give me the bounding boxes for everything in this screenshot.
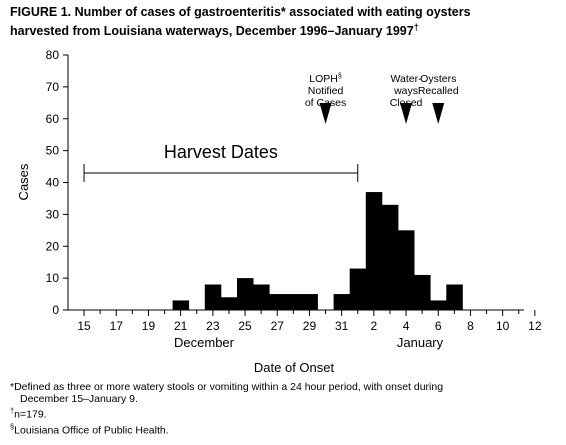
event-annotation-text: Water- xyxy=(390,73,422,85)
month-label-december: December xyxy=(174,335,235,350)
x-tick-label: 12 xyxy=(528,319,542,333)
x-tick-label: 23 xyxy=(206,319,220,333)
footnotes: *Defined as three or more watery stools … xyxy=(10,381,562,436)
x-tick-label: 31 xyxy=(335,319,349,333)
bar xyxy=(349,268,367,310)
x-tick-label: 25 xyxy=(238,319,252,333)
chart-ticks: 0 10 20 30 40 50 60 70 80 15 17 19 21 23 25 27 29 31 2 4 6 8 1… xyxy=(46,48,542,333)
harvest-dates-bracket: Harvest Dates xyxy=(83,142,359,182)
dagger-mark: † xyxy=(10,406,15,415)
x-tick-label: 19 xyxy=(142,319,156,333)
event-annotation-text: Oysters xyxy=(420,73,456,85)
event-annotation: Water-waysClosed xyxy=(390,73,423,124)
x-tick-label: 6 xyxy=(435,319,442,333)
bar xyxy=(204,284,222,310)
footnote-section: §Louisiana Office of Public Health. xyxy=(10,421,562,437)
bar xyxy=(365,192,383,310)
bar xyxy=(301,294,318,310)
footnote-case-definition: *Defined as three or more watery stools … xyxy=(10,381,444,393)
x-tick-label: 21 xyxy=(174,319,188,333)
footnote-section-text: Louisiana Office of Public Health. xyxy=(14,424,169,436)
x-tick-label: 2 xyxy=(371,319,378,333)
bar xyxy=(333,294,351,310)
footnote-dagger-text: n=179. xyxy=(14,408,47,421)
footnote-dagger: †n=179. xyxy=(10,405,562,421)
x-tick-label: 27 xyxy=(271,319,285,333)
bar xyxy=(381,204,399,310)
bar xyxy=(430,300,447,310)
y-tick-label: 40 xyxy=(46,176,60,190)
bar xyxy=(446,284,463,310)
bar xyxy=(172,300,190,310)
bar xyxy=(285,294,302,310)
bar xyxy=(237,278,254,310)
y-tick-label: 60 xyxy=(46,112,60,126)
bar xyxy=(414,274,431,310)
y-axis-label: Cases xyxy=(16,163,31,200)
event-annotation-text: ways xyxy=(393,85,418,97)
figure-title-dagger: † xyxy=(413,22,419,32)
figure-title-line2-text: harvested from Louisiana waterways, Dece… xyxy=(10,24,414,39)
x-tick-label: 8 xyxy=(467,319,474,333)
y-tick-label: 70 xyxy=(46,80,60,94)
month-label-january: January xyxy=(397,335,444,350)
event-annotation-mark: § xyxy=(338,73,342,80)
event-annotation-text: Notified xyxy=(308,85,344,97)
x-tick-label: 4 xyxy=(403,319,410,333)
y-tick-label: 80 xyxy=(46,48,60,62)
section-mark: § xyxy=(10,421,15,431)
y-tick-label: 0 xyxy=(52,303,59,317)
figure-title-line2: harvested from Louisiana waterways, Dece… xyxy=(10,20,560,39)
footnote-case-definition-cont: December 15–January 9. xyxy=(20,393,138,405)
bar xyxy=(398,230,415,310)
y-tick-label: 10 xyxy=(46,271,60,285)
x-tick-label: 15 xyxy=(77,319,91,333)
event-arrow xyxy=(400,103,413,124)
chart-bars xyxy=(172,192,463,310)
event-arrow xyxy=(432,103,445,124)
x-tick-label: 10 xyxy=(496,319,510,333)
x-axis-label: Date of Onset xyxy=(254,360,335,375)
event-arrow xyxy=(319,103,332,124)
harvest-dates-label: Harvest Dates xyxy=(164,142,278,162)
y-tick-label: 30 xyxy=(46,207,60,221)
figure-title: FIGURE 1. Number of cases of gastroenter… xyxy=(10,5,560,39)
x-tick-label: 29 xyxy=(303,319,317,333)
event-annotation-text: Recalled xyxy=(418,85,459,97)
y-tick-label: 50 xyxy=(46,144,60,158)
y-tick-label: 20 xyxy=(46,239,60,253)
x-tick-label: 17 xyxy=(110,319,124,333)
figure-title-line1: FIGURE 1. Number of cases of gastroenter… xyxy=(10,5,471,19)
bar xyxy=(220,297,238,310)
bar xyxy=(269,294,286,310)
event-annotation-text: LOPH§ xyxy=(309,73,342,85)
bar xyxy=(253,284,270,310)
